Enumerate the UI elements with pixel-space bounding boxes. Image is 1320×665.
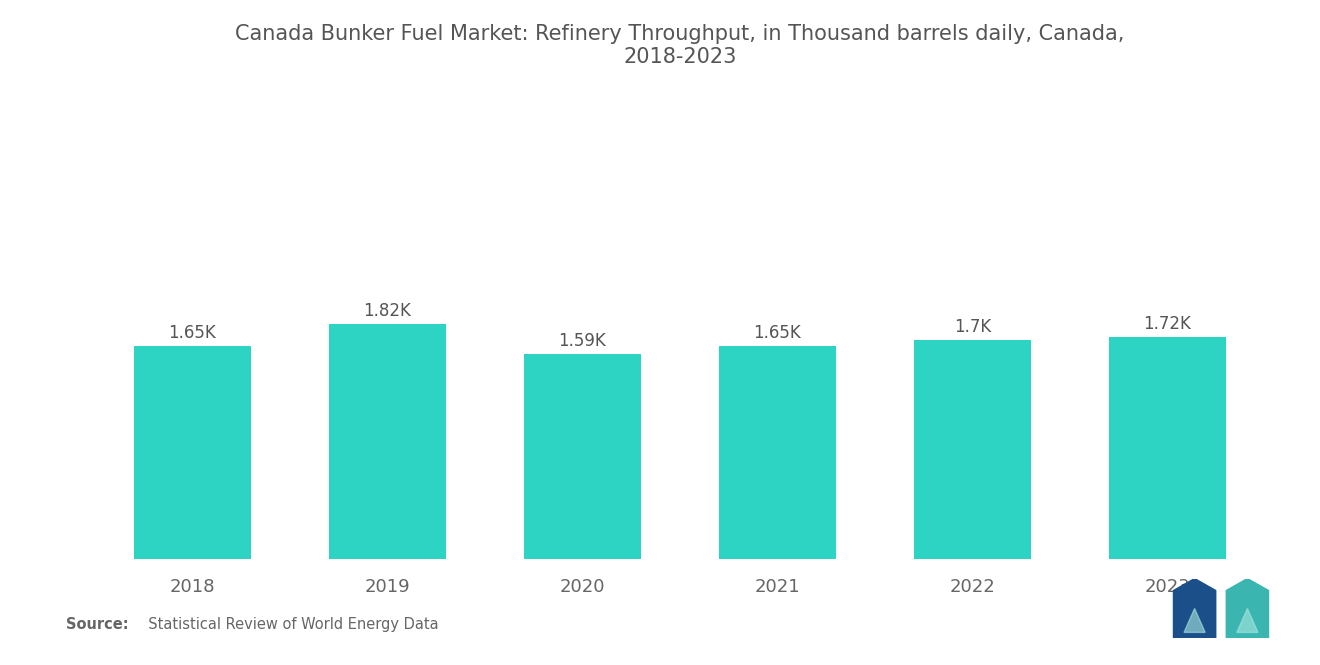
Text: 1.59K: 1.59K: [558, 332, 606, 350]
Text: 1.65K: 1.65K: [169, 324, 216, 342]
Text: Source:: Source:: [66, 616, 128, 632]
Bar: [133, 346, 251, 559]
Polygon shape: [1173, 579, 1216, 638]
Text: 1.65K: 1.65K: [754, 324, 801, 342]
Text: 1.72K: 1.72K: [1143, 315, 1191, 333]
Polygon shape: [1237, 608, 1258, 632]
Bar: [719, 346, 836, 559]
Bar: [524, 354, 640, 559]
Text: Statistical Review of World Energy Data: Statistical Review of World Energy Data: [139, 616, 438, 632]
Bar: [329, 324, 446, 559]
Bar: [913, 340, 1031, 559]
Text: 1.7K: 1.7K: [953, 318, 991, 336]
Text: 1.82K: 1.82K: [363, 302, 412, 321]
Bar: [1109, 337, 1226, 559]
Title: Canada Bunker Fuel Market: Refinery Throughput, in Thousand barrels daily, Canad: Canada Bunker Fuel Market: Refinery Thro…: [235, 24, 1125, 67]
Polygon shape: [1184, 608, 1205, 632]
Polygon shape: [1226, 579, 1269, 638]
